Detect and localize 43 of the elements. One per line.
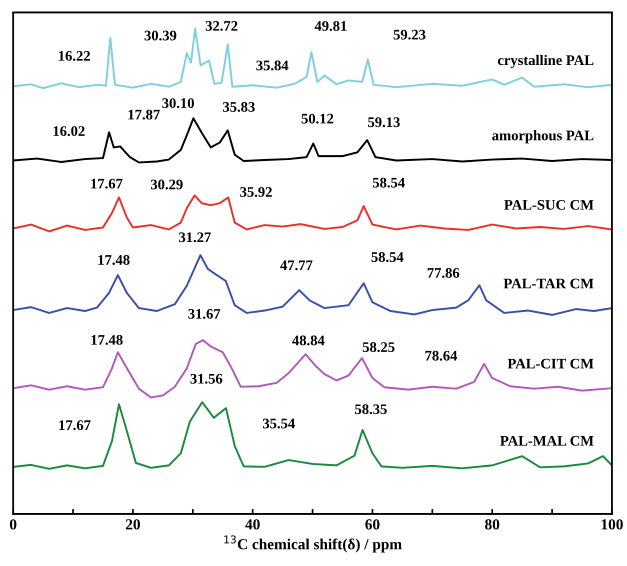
- annotation: 35.54: [262, 418, 295, 428]
- annotation: 32.72: [206, 21, 238, 31]
- annotation: 17.48: [98, 255, 130, 265]
- annotation: 30.39: [144, 30, 176, 41]
- annotation: 35.84: [256, 60, 288, 70]
- x-tick-label: 60: [365, 519, 380, 530]
- annotation: 77.86: [428, 268, 460, 278]
- x-tick-label: 40: [245, 519, 260, 530]
- annotation: 17.48: [91, 334, 123, 345]
- annotation: 30.29: [150, 180, 183, 190]
- annotation: 47.77: [280, 260, 312, 270]
- annotation: 59.13: [368, 117, 400, 128]
- annotation: 31.56: [190, 374, 222, 384]
- x-tick-label: 20: [126, 519, 140, 530]
- series-label: PAL-MAL CM: [500, 436, 594, 446]
- annotation: 17.87: [128, 110, 160, 120]
- annotation: 17.67: [59, 420, 91, 430]
- annotation: 58.54: [371, 252, 404, 262]
- series-label: PAL-CIT CM: [508, 358, 594, 369]
- series-label: amorphous PAL: [492, 130, 594, 144]
- series-label: PAL-SUC CM: [504, 200, 594, 210]
- annotation: 58.35: [355, 404, 387, 414]
- series-label: PAL-TAR CM: [504, 278, 594, 288]
- annotation: 35.92: [240, 187, 272, 197]
- annotation: 30.10: [162, 98, 194, 108]
- annotation: 48.84: [292, 336, 325, 346]
- annotation: 16.22: [58, 50, 90, 61]
- annotation: 78.64: [425, 350, 458, 361]
- annotation: 31.27: [178, 232, 211, 242]
- annotation: 16.02: [54, 126, 85, 136]
- annotation: 58.25: [362, 342, 394, 352]
- annotation: 58.54: [372, 178, 405, 188]
- x-tick-label: 0: [10, 519, 16, 530]
- series-label: crystalline PAL: [498, 54, 594, 68]
- annotation: 35.83: [222, 102, 255, 112]
- annotation: 49.81: [314, 21, 347, 31]
- x-axis-title: $^{13}$C chemical shift(δ) / ppm: [224, 535, 402, 552]
- annotation: 59.23: [394, 30, 426, 40]
- annotation: 50.12: [302, 114, 334, 124]
- annotation: 31.67: [188, 308, 220, 319]
- x-tick-label: 100: [602, 519, 623, 530]
- x-tick-label: 80: [485, 519, 500, 530]
- annotation: 17.67: [91, 178, 123, 189]
